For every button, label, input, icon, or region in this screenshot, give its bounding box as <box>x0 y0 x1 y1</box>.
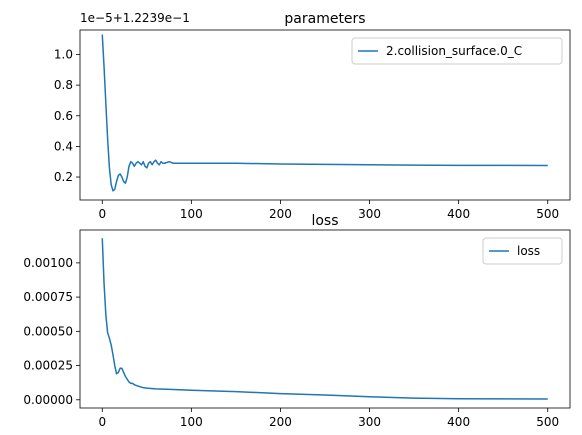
loss-axes-frame <box>79 229 571 409</box>
loss-y-tick-label: 0.00025 <box>23 359 73 373</box>
parameters-y-tick-label: 0.4 <box>54 139 73 153</box>
parameters-x-tick-label: 200 <box>269 207 292 221</box>
loss-panel: loss 0 100 200 300 400 500 0.000000.000250.00… <box>23 213 571 429</box>
loss-legend-label: loss <box>517 244 540 258</box>
parameters-x-tick-label: 300 <box>358 207 381 221</box>
parameters-x-tick-label: 400 <box>447 207 470 221</box>
parameters-y-ticks: 0.2 0.4 0.6 0.8 1.0 <box>54 48 80 184</box>
parameters-y-tick-label: 0.8 <box>54 78 73 92</box>
loss-x-ticks: 0 100 200 300 400 500 <box>98 408 559 429</box>
loss-y-tick-label: 0.00000 <box>23 393 73 407</box>
loss-y-ticks: 0.00000 0.00025 0.00050 0.00075 0.00100 <box>23 256 80 407</box>
parameters-x-tick-label: 500 <box>536 207 559 221</box>
loss-x-tick-label: 300 <box>358 415 381 429</box>
parameters-legend-label: 2.collision_surface.0_C <box>386 44 522 58</box>
loss-x-tick-label: 200 <box>269 415 292 429</box>
loss-y-tick-label: 0.00050 <box>23 324 73 338</box>
loss-x-tick-label: 100 <box>180 415 203 429</box>
parameters-title: parameters <box>284 11 365 27</box>
loss-title: loss <box>311 213 338 229</box>
parameters-axes-frame <box>79 29 571 201</box>
loss-x-tick-label: 500 <box>536 415 559 429</box>
parameters-series-line <box>101 34 548 192</box>
parameters-x-tick-label: 0 <box>98 207 106 221</box>
loss-legend: loss <box>482 237 563 265</box>
parameters-y-tick-label: 1.0 <box>54 48 73 62</box>
parameters-x-tick-label: 100 <box>180 207 203 221</box>
loss-legend-box <box>482 237 563 265</box>
loss-series-line <box>101 238 548 400</box>
loss-y-tick-label: 0.00100 <box>23 256 73 270</box>
parameters-legend-box <box>351 37 563 65</box>
loss-y-tick-label: 0.00075 <box>23 290 73 304</box>
parameters-legend: 2.collision_surface.0_C <box>351 37 563 65</box>
parameters-x-ticks: 0 100 200 300 400 500 <box>98 200 559 221</box>
parameters-panel: parameters 1e−5+1.2239e−1 0 100 200 300 400 5… <box>54 11 571 221</box>
parameters-y-tick-label: 0.2 <box>54 170 73 184</box>
parameters-y-tick-label: 0.6 <box>54 109 73 123</box>
parameters-offset-label: 1e−5+1.2239e−1 <box>80 11 190 25</box>
loss-x-tick-label: 400 <box>447 415 470 429</box>
loss-x-tick-label: 0 <box>98 415 106 429</box>
